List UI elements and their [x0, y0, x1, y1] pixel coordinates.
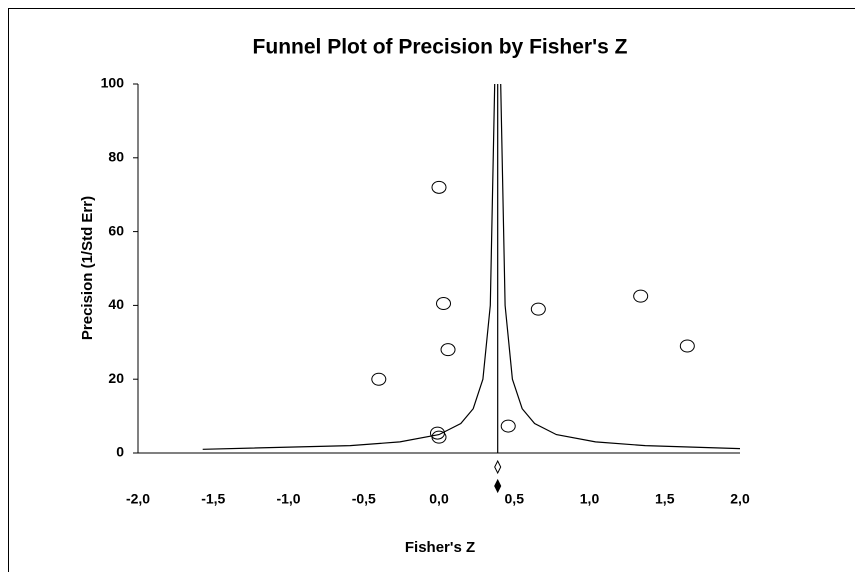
chart-frame — [8, 8, 855, 572]
x-axis-label: Fisher's Z — [405, 539, 475, 556]
x-tick-label: -1,0 — [276, 491, 300, 507]
chart-title: Funnel Plot of Precision by Fisher's Z — [253, 36, 628, 59]
study-point — [679, 339, 695, 353]
study-point — [436, 297, 452, 311]
study-point — [431, 430, 447, 444]
study-point — [633, 289, 649, 303]
study-point — [530, 302, 546, 316]
y-tick-label: 80 — [108, 149, 124, 165]
y-tick-label: 40 — [108, 296, 124, 312]
summary-diamond — [494, 459, 502, 475]
study-point — [440, 343, 456, 357]
study-point — [500, 419, 516, 433]
funnel-line — [202, 83, 496, 450]
x-tick-label: 0,0 — [429, 491, 449, 507]
funnel-line — [500, 83, 741, 450]
study-point — [371, 372, 387, 386]
y-axis-label: Precision (1/Std Err) — [79, 196, 96, 340]
x-tick-label: 1,5 — [655, 491, 675, 507]
study-point — [431, 180, 447, 194]
x-tick-label: -2,0 — [126, 491, 150, 507]
x-tick-label: 1,0 — [580, 491, 600, 507]
x-tick-label: -1,5 — [201, 491, 225, 507]
summary-diamond — [494, 478, 502, 494]
x-tick-label: 2,0 — [730, 491, 750, 507]
y-tick-label: 0 — [116, 444, 124, 460]
x-tick-label: 0,5 — [505, 491, 525, 507]
x-tick-label: -0,5 — [352, 491, 376, 507]
y-tick-label: 100 — [101, 75, 125, 91]
y-tick-label: 20 — [108, 370, 124, 386]
y-tick-label: 60 — [108, 222, 124, 238]
